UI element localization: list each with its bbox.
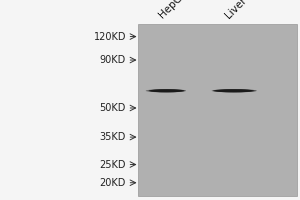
Text: Liver: Liver [223,0,248,20]
Text: 35KD: 35KD [100,132,126,142]
Text: 90KD: 90KD [100,55,126,65]
Ellipse shape [212,89,252,92]
Text: 50KD: 50KD [100,103,126,113]
Ellipse shape [213,89,254,92]
Text: HepG2: HepG2 [157,0,189,20]
Bar [138,24,297,196]
Text: 120KD: 120KD [94,32,126,42]
Ellipse shape [216,89,257,92]
Ellipse shape [150,89,186,92]
Ellipse shape [149,89,184,92]
Text: 25KD: 25KD [100,160,126,170]
Text: 20KD: 20KD [100,178,126,188]
Ellipse shape [146,89,181,92]
